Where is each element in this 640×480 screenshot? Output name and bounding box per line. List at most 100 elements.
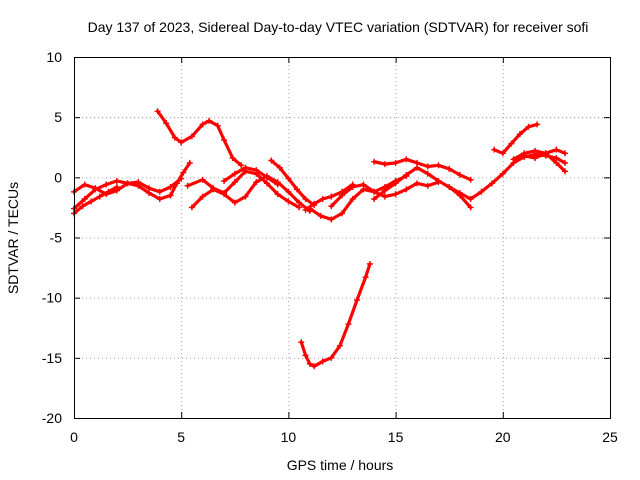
data-point bbox=[199, 121, 206, 128]
data-point bbox=[392, 180, 399, 187]
series-arc-15 bbox=[299, 262, 372, 368]
data-point bbox=[296, 204, 303, 211]
data-point bbox=[424, 182, 431, 189]
series-arc-4 bbox=[156, 109, 243, 167]
y-tick-label: 10 bbox=[46, 49, 62, 65]
data-point bbox=[285, 175, 292, 182]
data-point bbox=[345, 321, 352, 328]
data-point bbox=[403, 171, 410, 178]
data-point bbox=[531, 155, 538, 162]
data-point bbox=[253, 179, 260, 186]
series-arc-8 bbox=[222, 166, 280, 187]
data-point bbox=[360, 181, 367, 188]
data-point bbox=[456, 171, 463, 178]
data-point bbox=[231, 170, 238, 177]
x-axis-label: GPS time / hours bbox=[287, 457, 394, 473]
data-point bbox=[516, 131, 523, 138]
data-point bbox=[113, 177, 120, 184]
data-point bbox=[508, 140, 515, 147]
series-arc-6 bbox=[190, 174, 312, 213]
data-point bbox=[113, 183, 120, 190]
x-tick-label: 0 bbox=[70, 429, 78, 445]
data-point bbox=[180, 169, 187, 176]
data-point bbox=[302, 352, 309, 359]
data-point bbox=[103, 181, 110, 188]
data-point bbox=[231, 199, 238, 206]
data-point bbox=[105, 188, 112, 195]
data-point bbox=[362, 274, 369, 281]
data-point bbox=[336, 342, 343, 349]
data-point bbox=[531, 147, 538, 154]
data-point bbox=[489, 180, 496, 187]
data-point bbox=[88, 198, 95, 205]
data-point bbox=[293, 186, 300, 193]
y-tick-label: 5 bbox=[54, 109, 62, 125]
y-tick-label: -20 bbox=[42, 410, 62, 426]
data-point bbox=[242, 164, 249, 171]
data-point bbox=[339, 192, 345, 199]
data-point bbox=[354, 297, 361, 304]
data-point bbox=[154, 108, 161, 115]
data-point bbox=[81, 195, 88, 202]
data-point bbox=[510, 156, 517, 163]
data-point bbox=[491, 146, 498, 153]
data-point bbox=[319, 195, 326, 202]
data-point bbox=[263, 180, 270, 187]
data-point bbox=[381, 161, 388, 168]
data-point bbox=[231, 179, 238, 186]
data-point bbox=[392, 191, 399, 198]
y-tick-label: 0 bbox=[54, 169, 62, 185]
data-point bbox=[381, 193, 388, 200]
data-point bbox=[276, 164, 283, 171]
data-point bbox=[163, 120, 170, 127]
data-point bbox=[285, 198, 292, 205]
data-point bbox=[253, 167, 260, 174]
series-arc-5 bbox=[168, 161, 192, 197]
data-point bbox=[199, 193, 206, 200]
data-point bbox=[553, 159, 560, 166]
data-point bbox=[521, 152, 528, 159]
data-point bbox=[534, 121, 541, 128]
data-point bbox=[435, 162, 442, 169]
data-point bbox=[146, 189, 153, 196]
data-point bbox=[499, 150, 506, 157]
data-point bbox=[328, 216, 335, 223]
data-point bbox=[221, 189, 228, 196]
data-point bbox=[467, 195, 474, 202]
data-point bbox=[124, 180, 131, 187]
data-point bbox=[156, 195, 163, 202]
data-point bbox=[306, 360, 313, 367]
data-point bbox=[339, 210, 345, 217]
series-arc-11 bbox=[308, 174, 408, 221]
data-point bbox=[274, 191, 281, 198]
data-point bbox=[328, 203, 335, 210]
data-point bbox=[263, 174, 270, 181]
y-tick-label: -5 bbox=[50, 230, 63, 246]
data-point bbox=[221, 137, 228, 144]
data-point bbox=[96, 193, 103, 200]
data-point bbox=[319, 358, 326, 365]
data-point bbox=[306, 205, 313, 212]
data-point bbox=[184, 182, 191, 189]
data-point bbox=[188, 133, 195, 140]
y-axis-label: SDTVAR / TECUs bbox=[5, 182, 21, 294]
data-point bbox=[499, 170, 506, 177]
x-tick-label: 5 bbox=[177, 429, 185, 445]
data-point bbox=[79, 203, 86, 210]
data-point bbox=[206, 117, 213, 124]
data-point bbox=[371, 195, 378, 202]
x-tick-label: 20 bbox=[495, 429, 511, 445]
data-point bbox=[173, 180, 180, 187]
data-point bbox=[298, 339, 305, 346]
data-point bbox=[178, 139, 185, 146]
series-arc-18 bbox=[511, 149, 567, 173]
data-point bbox=[188, 204, 195, 211]
series-arc-14 bbox=[372, 157, 473, 182]
data-point bbox=[229, 155, 236, 162]
y-tick-label: -15 bbox=[42, 350, 62, 366]
data-point bbox=[135, 182, 142, 189]
data-point bbox=[210, 185, 217, 192]
data-point bbox=[199, 176, 206, 183]
data-point bbox=[274, 181, 281, 188]
